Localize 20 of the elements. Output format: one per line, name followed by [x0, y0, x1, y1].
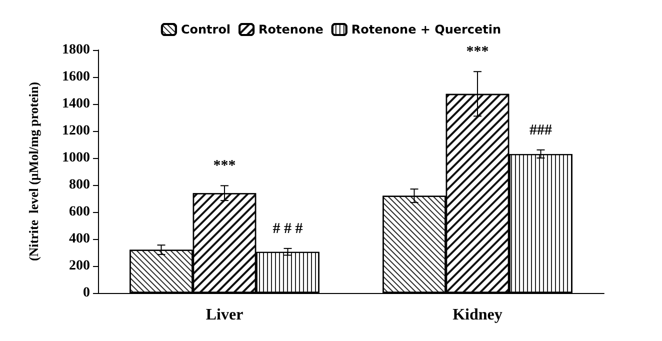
y-tick-label: 400	[69, 232, 90, 246]
y-tick-label: 1400	[62, 96, 90, 112]
y-tick-label: 600	[69, 204, 90, 220]
x-tick-label: Kidney	[452, 306, 502, 324]
annotation: # # #	[272, 220, 304, 237]
y-tick-label: 1200	[62, 124, 90, 138]
legend-label: Rotenone + Quercetin	[351, 22, 502, 36]
y-tick-label: 200	[69, 258, 90, 274]
annotation: ***	[466, 44, 489, 60]
legend-label: Rotenone	[258, 22, 324, 36]
y-tick-label: 1000	[62, 150, 90, 166]
y-tick-label: 1600	[62, 70, 90, 84]
annotation: ***	[213, 158, 236, 174]
y-tick-label: 800	[69, 178, 90, 192]
y-tick-label: 1800	[62, 42, 90, 58]
y-tick-label: 0	[83, 286, 90, 300]
legend-label: Control	[180, 22, 231, 36]
x-tick-label: Liver	[206, 306, 244, 324]
annotation: ###	[530, 122, 552, 138]
y-axis-title: (Nitrite level (µMol/mg protein)	[26, 82, 41, 262]
